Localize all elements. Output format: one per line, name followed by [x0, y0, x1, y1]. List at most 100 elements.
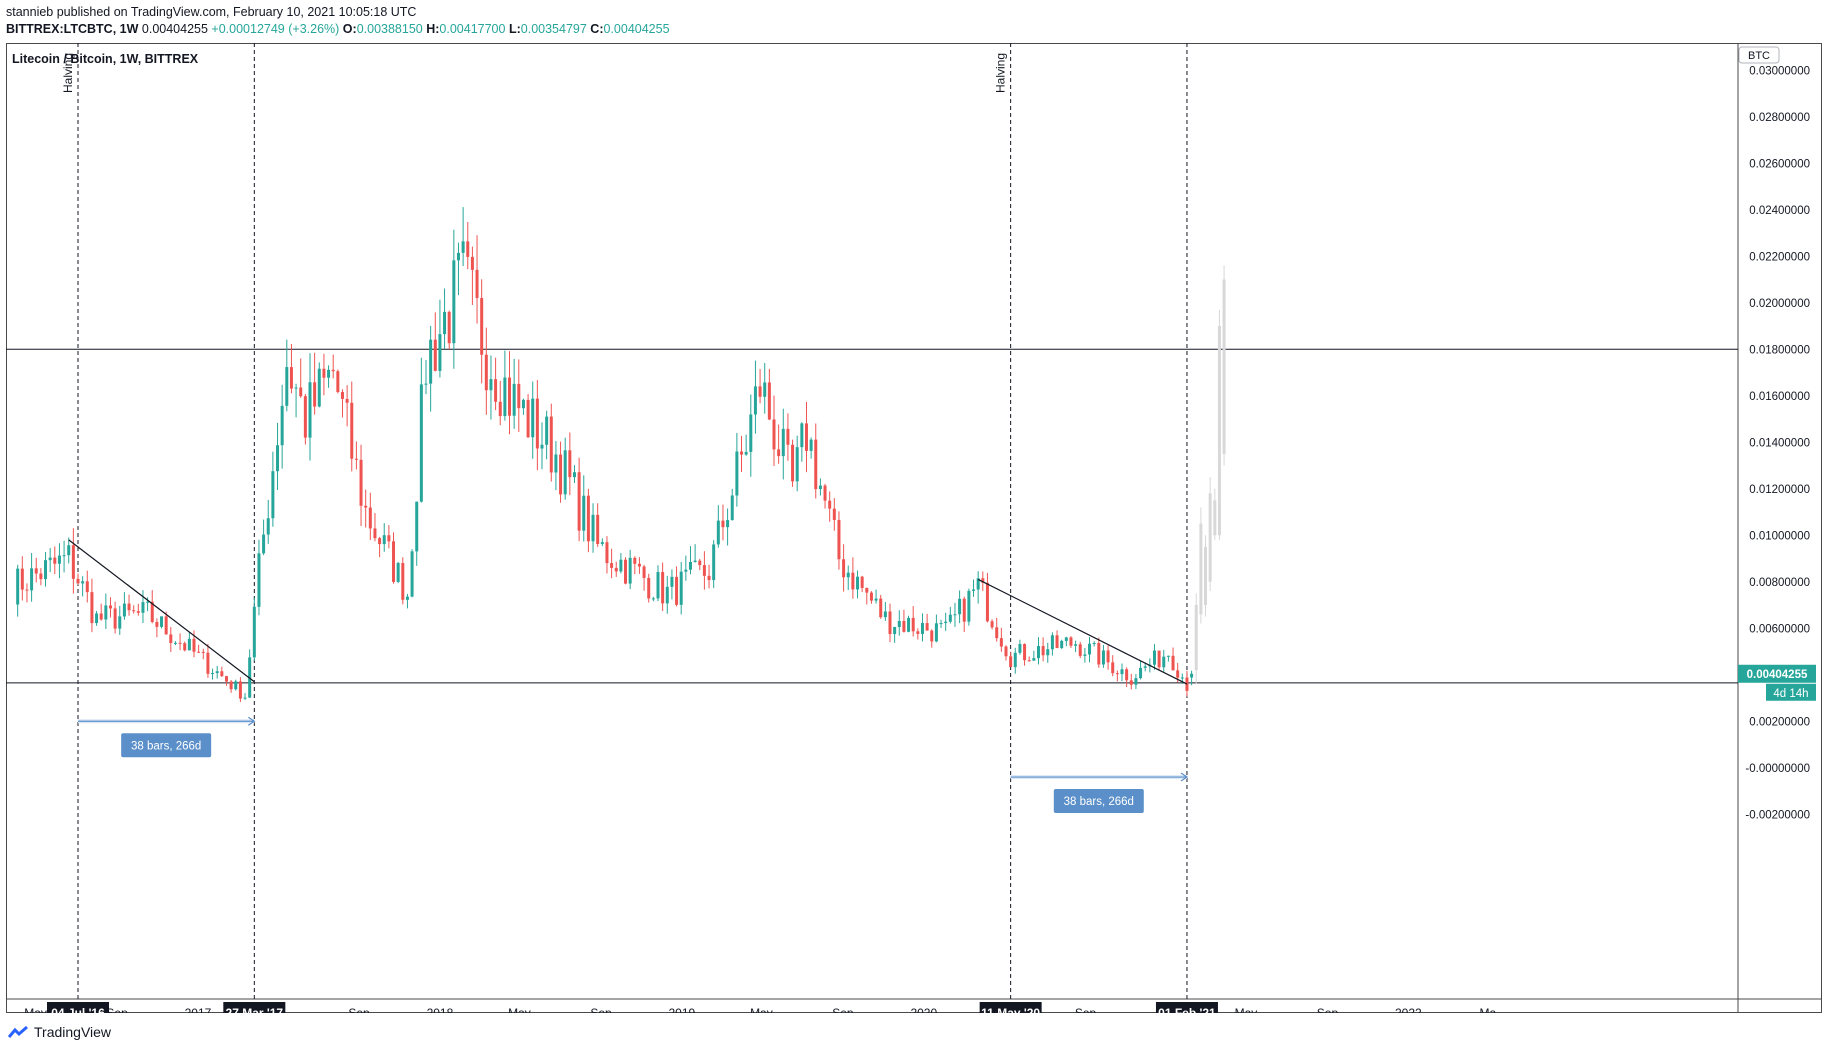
candle	[99, 603, 103, 621]
candle-body	[197, 651, 201, 653]
chart-header: stannieb published on TradingView.com, F…	[6, 4, 670, 38]
measure-arrow-icon	[247, 716, 256, 726]
candle-body	[169, 634, 173, 643]
candle	[243, 693, 247, 700]
candle-body	[586, 495, 590, 542]
candle-body	[758, 386, 762, 397]
candle	[280, 384, 284, 469]
candle	[387, 525, 391, 549]
low-value: 0.00354797	[520, 22, 587, 36]
footer-brand[interactable]: TradingView	[34, 1024, 112, 1040]
candle	[823, 483, 827, 509]
candle-body	[494, 379, 498, 402]
candle-body	[628, 557, 632, 584]
candle-body	[368, 507, 372, 529]
candle	[466, 222, 470, 270]
y-tick-label: 0.02400000	[1749, 205, 1810, 217]
candle	[1092, 641, 1096, 647]
candle-body	[985, 582, 989, 622]
y-tick-label: 0.00200000	[1749, 716, 1810, 728]
candle-body	[1074, 644, 1078, 646]
candle-body	[512, 383, 516, 416]
candle	[396, 561, 400, 584]
candle	[1078, 641, 1082, 659]
candle-body	[132, 610, 136, 612]
candle	[874, 589, 878, 604]
candle-body	[791, 444, 795, 482]
close-label: C:	[590, 22, 604, 36]
candle-body	[415, 501, 419, 552]
x-tick-label: 2020	[910, 1006, 937, 1013]
candle-body	[730, 495, 734, 521]
candle-body	[735, 451, 739, 496]
candle-body	[489, 379, 493, 391]
candle	[749, 394, 753, 477]
candle	[800, 422, 804, 462]
candle	[535, 380, 539, 471]
candle-body	[187, 638, 191, 651]
candle-body	[842, 559, 846, 578]
candle-body	[902, 620, 906, 632]
candle-body	[1125, 669, 1129, 681]
open-label: O:	[342, 22, 357, 36]
candle-body	[503, 377, 507, 417]
candle-body	[155, 621, 159, 627]
candle	[1013, 647, 1017, 674]
x-tick-label: Sep	[1075, 1006, 1097, 1013]
candle-body	[1009, 656, 1013, 668]
candle-body	[382, 535, 386, 545]
candle-body	[684, 569, 688, 572]
candle	[897, 610, 901, 636]
candle	[173, 641, 177, 646]
y-tick-label: -0.00200000	[1745, 809, 1810, 821]
candle-body	[897, 620, 901, 627]
candle	[1162, 649, 1166, 672]
candle-body	[934, 623, 938, 642]
candle-body	[1152, 650, 1156, 665]
candle-body	[1046, 649, 1050, 656]
candle-body	[220, 671, 224, 677]
tradingview-logo-icon	[8, 1025, 28, 1038]
candle-body	[740, 451, 744, 455]
candle	[461, 207, 465, 266]
candle-body	[744, 451, 748, 455]
candle	[415, 501, 419, 566]
price-chart[interactable]: Litecoin / Bitcoin, 1W, BITTREX BTC 0.0300…	[6, 43, 1822, 1013]
candle-body	[122, 603, 126, 617]
candle-body	[1027, 660, 1031, 662]
candle-body	[308, 382, 312, 438]
candle-body	[30, 568, 34, 591]
candle	[1018, 639, 1022, 655]
candle-body	[800, 423, 804, 448]
candle	[20, 556, 24, 601]
halving-label: Halving	[994, 53, 1008, 93]
candle	[675, 566, 679, 607]
candle	[1074, 640, 1078, 653]
candle	[651, 596, 655, 602]
candle	[489, 355, 493, 420]
candle-body	[656, 572, 660, 599]
candle-body	[795, 447, 799, 482]
candle	[1027, 656, 1031, 662]
candle-body	[229, 681, 233, 690]
candle	[336, 369, 340, 394]
candle	[540, 422, 544, 470]
x-tick-label: Sep	[1317, 1006, 1339, 1013]
candle	[907, 615, 911, 633]
candle	[804, 401, 808, 473]
y-tick-label: 0.01000000	[1749, 530, 1810, 542]
candle	[1036, 637, 1040, 665]
candle	[85, 570, 89, 603]
x-tick-label: Sep	[106, 1006, 128, 1013]
candle	[1032, 650, 1036, 661]
price-change: +0.00012749 (+3.26%)	[211, 22, 340, 36]
candle-body	[874, 598, 878, 601]
candle	[1041, 637, 1045, 662]
candle	[605, 536, 609, 574]
candle	[62, 540, 66, 573]
candle	[1064, 636, 1068, 647]
candle-body	[767, 382, 771, 420]
candles	[16, 207, 1194, 703]
candle	[470, 246, 474, 305]
candle	[438, 299, 442, 378]
